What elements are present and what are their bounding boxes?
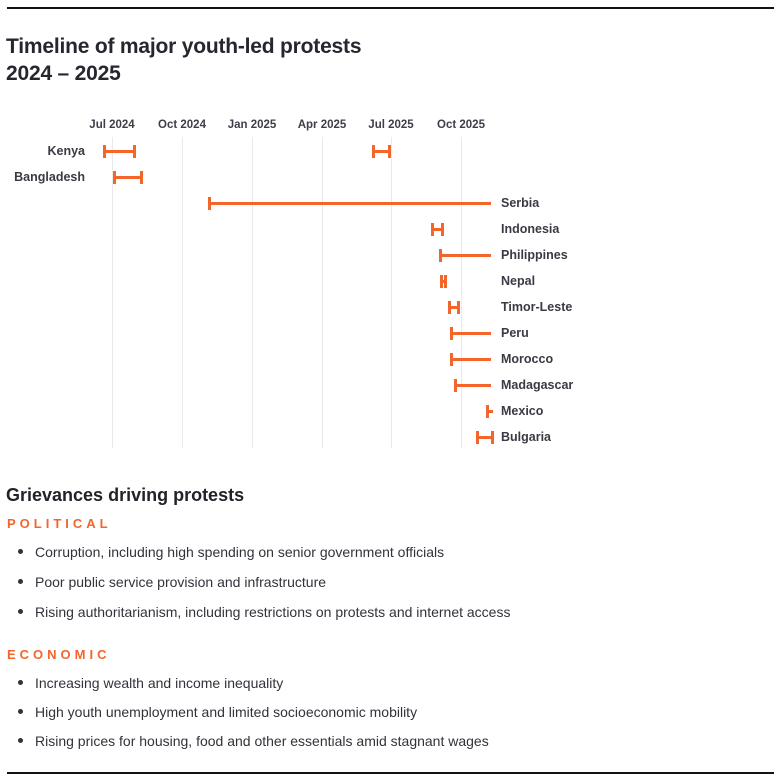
bar-cap-left bbox=[450, 352, 453, 366]
bar-cap-left bbox=[208, 196, 211, 210]
grievance-item: Corruption, including high spending on s… bbox=[14, 544, 754, 560]
bar-cap-right bbox=[133, 144, 136, 158]
timeline-bar bbox=[486, 409, 493, 413]
gridline bbox=[252, 137, 253, 448]
x-tick-label: Jul 2024 bbox=[89, 119, 135, 131]
country-label: Morocco bbox=[501, 352, 554, 366]
bar-cap-left bbox=[372, 144, 375, 158]
timeline-bar bbox=[372, 149, 391, 153]
x-tick-label: Jul 2025 bbox=[368, 119, 414, 131]
bar-cap-left bbox=[454, 378, 457, 392]
page-title: Timeline of major youth-led protests 202… bbox=[6, 33, 361, 87]
section-label-economic: ECONOMIC bbox=[7, 647, 111, 662]
gridline bbox=[461, 137, 462, 448]
gridline bbox=[322, 137, 323, 448]
grievance-item: Poor public service provision and infras… bbox=[14, 574, 754, 590]
bar-cap-left bbox=[448, 300, 451, 314]
protest-timeline-chart: Jul 2024 Oct 2024 Jan 2025 Apr 2025 Jul 2025… bbox=[14, 119, 574, 448]
timeline-bar bbox=[208, 201, 491, 205]
page-title-line2: 2024 – 2025 bbox=[6, 62, 121, 85]
bar-cap-right bbox=[388, 144, 391, 158]
political-grievance-list: Corruption, including high spending on s… bbox=[14, 544, 754, 634]
page-title-line1: Timeline of major youth-led protests bbox=[6, 35, 362, 58]
country-label: Timor-Leste bbox=[501, 300, 573, 314]
timeline-bar bbox=[450, 331, 491, 335]
bar-cap-right bbox=[441, 222, 444, 236]
bar-cap-left bbox=[439, 248, 442, 262]
gridline bbox=[112, 137, 113, 448]
bar-cap-left bbox=[486, 404, 489, 418]
timeline-bar bbox=[450, 357, 491, 361]
country-label: Kenya bbox=[47, 144, 85, 158]
grievance-item: Rising prices for housing, food and othe… bbox=[14, 733, 754, 749]
bar-cap-right bbox=[444, 274, 447, 288]
timeline-bar bbox=[113, 175, 143, 179]
bar-cap-left bbox=[450, 326, 453, 340]
gridline bbox=[391, 137, 392, 448]
top-rule bbox=[7, 7, 774, 9]
x-tick-label: Oct 2024 bbox=[158, 119, 206, 131]
country-label: Bulgaria bbox=[501, 430, 552, 444]
timeline-bar bbox=[476, 435, 494, 439]
country-label: Nepal bbox=[501, 274, 536, 288]
bar-cap-left bbox=[476, 430, 479, 444]
country-label: Indonesia bbox=[501, 222, 560, 236]
timeline-bar bbox=[454, 383, 491, 387]
bar-cap-left bbox=[431, 222, 434, 236]
grievance-item: Rising authoritarianism, including restr… bbox=[14, 604, 754, 620]
timeline-bar bbox=[103, 149, 136, 153]
grievance-item: Increasing wealth and income inequality bbox=[14, 675, 754, 691]
country-label: Bangladesh bbox=[14, 170, 85, 184]
gridline bbox=[182, 137, 183, 448]
section-label-political: POLITICAL bbox=[7, 516, 112, 531]
bar-cap-left bbox=[113, 170, 116, 184]
x-tick-label: Oct 2025 bbox=[437, 119, 485, 131]
timeline-bar bbox=[440, 279, 447, 283]
bottom-rule bbox=[7, 772, 774, 774]
bar-cap-right bbox=[140, 170, 143, 184]
bar-cap-left bbox=[440, 274, 443, 288]
economic-grievance-list: Increasing wealth and income inequality … bbox=[14, 675, 754, 762]
bar-cap-right bbox=[491, 430, 494, 444]
country-label: Philippines bbox=[501, 248, 568, 262]
country-label: Madagascar bbox=[501, 378, 574, 392]
timeline-bar bbox=[431, 227, 444, 231]
timeline-bar bbox=[439, 253, 491, 257]
country-label: Serbia bbox=[501, 196, 540, 210]
bar-cap-right bbox=[457, 300, 460, 314]
country-label: Mexico bbox=[501, 404, 544, 418]
grievances-heading: Grievances driving protests bbox=[6, 485, 245, 505]
grievance-item: High youth unemployment and limited soci… bbox=[14, 704, 754, 720]
x-tick-label: Apr 2025 bbox=[297, 119, 347, 131]
bar-cap-left bbox=[103, 144, 106, 158]
x-tick-label: Jan 2025 bbox=[227, 119, 277, 131]
timeline-bar bbox=[448, 305, 460, 309]
country-label: Peru bbox=[501, 326, 529, 340]
